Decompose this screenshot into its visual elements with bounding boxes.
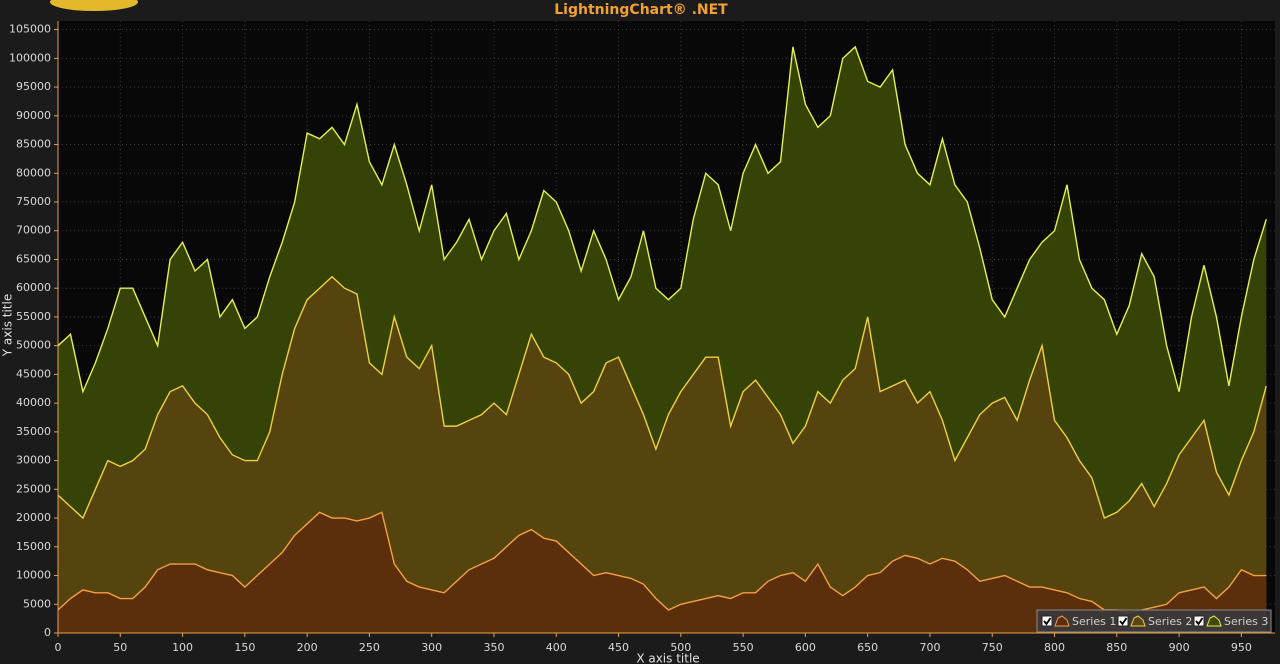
series-line xyxy=(57,275,1267,520)
y-tick-label: 25000 xyxy=(16,482,51,495)
y-tick-label: 75000 xyxy=(16,195,51,208)
areas xyxy=(57,45,1267,634)
x-tick-label: 950 xyxy=(1231,641,1252,654)
legend-checkbox[interactable] xyxy=(1193,615,1205,627)
x-tick-label: 250 xyxy=(359,641,380,654)
y-tick-label: 15000 xyxy=(16,540,51,553)
y-tick-label: 95000 xyxy=(16,80,51,93)
series-line xyxy=(57,45,1267,394)
legend-check[interactable] xyxy=(1043,617,1052,626)
y-tick-label: 100000 xyxy=(9,51,51,64)
logo xyxy=(50,0,138,11)
x-tick-label: 150 xyxy=(234,641,255,654)
x-tick-label: 850 xyxy=(1106,641,1127,654)
legend-icon xyxy=(1206,615,1222,627)
legend-icon xyxy=(1054,615,1070,627)
x-tick-label: 100 xyxy=(172,641,193,654)
x-tick-label: 600 xyxy=(795,641,816,654)
y-tick-label: 50000 xyxy=(16,339,51,352)
x-tick-label: 400 xyxy=(546,641,567,654)
y-tick-label: 45000 xyxy=(16,367,51,380)
y-tick-label: 5000 xyxy=(23,597,51,610)
y-tick-label: 60000 xyxy=(16,281,51,294)
x-tick-label: 350 xyxy=(483,641,504,654)
x-tick-label: 800 xyxy=(1044,641,1065,654)
y-tick-label: 55000 xyxy=(16,310,51,323)
legend-checkbox[interactable] xyxy=(1041,615,1053,627)
y-tick-label: 40000 xyxy=(16,396,51,409)
y-tick-label: 10000 xyxy=(16,569,51,582)
y-tick-label: 0 xyxy=(44,626,51,639)
x-axis-title: X axis title xyxy=(636,652,699,664)
legend-label[interactable]: Series 3 xyxy=(1224,615,1268,628)
y-tick-label: 20000 xyxy=(16,511,51,524)
chart-title: LightningChart® .NET xyxy=(554,2,728,18)
y-tick-label: 85000 xyxy=(16,138,51,151)
y-tick-label: 65000 xyxy=(16,252,51,265)
x-tick-label: 900 xyxy=(1169,641,1190,654)
axes: 0500010000150002000025000300003500040000… xyxy=(9,21,1275,654)
x-tick-label: 650 xyxy=(857,641,878,654)
legend-label[interactable]: Series 1 xyxy=(1072,615,1116,628)
y-tick-label: 80000 xyxy=(16,166,51,179)
y-tick-label: 30000 xyxy=(16,454,51,467)
x-tick-label: 750 xyxy=(982,641,1003,654)
x-tick-label: 700 xyxy=(919,641,940,654)
x-tick-label: 450 xyxy=(608,641,629,654)
legend-check[interactable] xyxy=(1195,617,1204,626)
area-fill xyxy=(58,512,1267,633)
legend-label[interactable]: Series 2 xyxy=(1148,615,1192,628)
y-tick-label: 35000 xyxy=(16,425,51,438)
y-tick-label: 90000 xyxy=(16,109,51,122)
x-tick-label: 200 xyxy=(297,641,318,654)
legend-check[interactable] xyxy=(1119,617,1128,626)
legend: Series 1 Series 2 Series 3 xyxy=(1036,609,1272,633)
legend-checkbox[interactable] xyxy=(1117,615,1129,627)
x-tick-label: 50 xyxy=(113,641,127,654)
y-tick-label: 105000 xyxy=(9,23,51,36)
series-line xyxy=(57,511,1267,614)
x-tick-label: 550 xyxy=(733,641,754,654)
x-tick-label: 0 xyxy=(55,641,62,654)
x-tick-label: 300 xyxy=(421,641,442,654)
legend-icon xyxy=(1130,615,1146,627)
y-tick-label: 70000 xyxy=(16,224,51,237)
y-axis-title: Y axis title xyxy=(1,294,15,357)
x-tick-label: 500 xyxy=(670,641,691,654)
